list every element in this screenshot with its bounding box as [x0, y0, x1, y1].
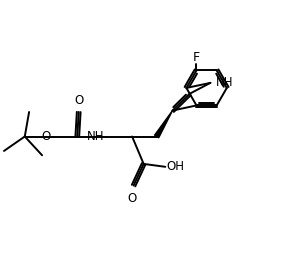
- Text: F: F: [192, 51, 199, 64]
- Text: O: O: [128, 192, 137, 205]
- Polygon shape: [154, 110, 173, 138]
- Text: O: O: [74, 94, 83, 107]
- Text: NH: NH: [87, 130, 105, 143]
- Text: O: O: [41, 130, 50, 143]
- Text: NH: NH: [215, 76, 233, 89]
- Text: OH: OH: [167, 160, 185, 173]
